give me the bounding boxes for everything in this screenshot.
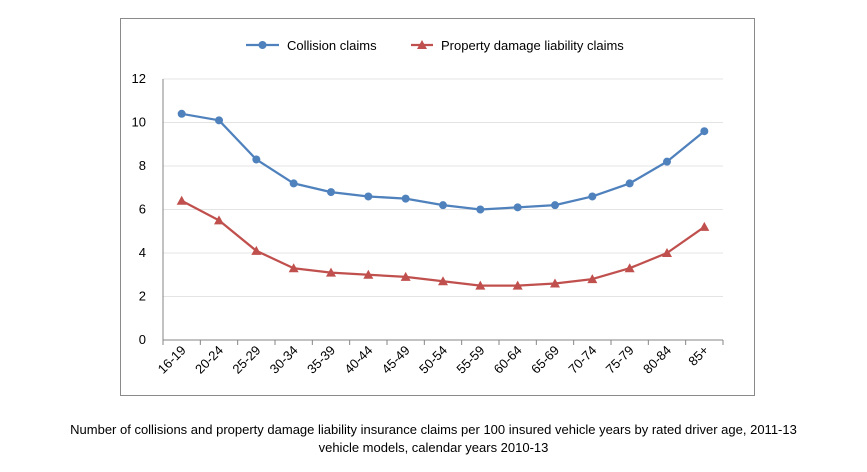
y-tick-label: 8: [139, 158, 146, 173]
legend-marker: [258, 41, 267, 49]
legend-entry: Collision claims: [246, 38, 377, 53]
data-point: [625, 179, 634, 188]
data-point: [176, 195, 187, 205]
x-tick-label: 70-74: [565, 343, 599, 377]
series-collision-claims: [177, 109, 709, 214]
data-point: [513, 203, 522, 212]
x-tick-label: 30-34: [267, 343, 301, 377]
data-point: [587, 274, 598, 284]
chart-caption: Number of collisions and property damage…: [0, 421, 867, 457]
x-tick-label: 40-44: [341, 343, 375, 377]
data-point: [512, 280, 523, 290]
series-property-damage-liability-claims: [176, 195, 710, 290]
x-tick-label: 25-29: [229, 343, 263, 377]
x-tick-label: 50-54: [416, 343, 450, 377]
data-point: [177, 109, 186, 118]
data-point: [214, 215, 224, 225]
data-point: [401, 194, 410, 203]
data-point: [475, 280, 486, 290]
legend-label: Property damage liability claims: [441, 38, 624, 53]
data-point: [439, 201, 447, 210]
y-tick-label: 0: [139, 332, 146, 347]
y-tick-label: 2: [139, 289, 146, 304]
x-tick-label: 16-19: [155, 343, 189, 377]
data-point: [327, 188, 335, 197]
x-tick-label: 20-24: [192, 343, 226, 377]
chart-frame: [120, 18, 755, 396]
x-tick-label: 55-59: [453, 343, 487, 377]
series-line: [181, 112, 706, 211]
data-point: [624, 263, 635, 273]
legend: Collision claims Property damage liabilit…: [246, 38, 624, 53]
data-point: [551, 201, 559, 210]
data-point: [288, 263, 299, 273]
data-point: [438, 276, 448, 286]
y-tick-label: 10: [132, 115, 146, 130]
data-point: [663, 157, 671, 166]
x-tick-label: 80-84: [640, 343, 674, 377]
data-point: [662, 248, 672, 257]
data-point: [326, 267, 336, 277]
x-tick-label: 35-39: [304, 343, 338, 377]
series-line: [181, 199, 705, 287]
data-point: [476, 205, 485, 214]
x-tick-label: 85+: [685, 343, 711, 369]
x-tick-label: 60-64: [491, 343, 525, 377]
data-point: [699, 221, 710, 231]
series-layer: [176, 109, 710, 290]
data-point: [400, 271, 411, 281]
x-tick-label: 45-49: [379, 343, 413, 377]
y-tick-label: 6: [139, 202, 146, 217]
caption-line-1: Number of collisions and property damage…: [70, 422, 797, 437]
legend-marker: [417, 40, 427, 49]
data-point: [289, 179, 298, 188]
data-point: [550, 278, 560, 288]
legend-entry: Property damage liability claims: [411, 38, 624, 53]
caption-line-2: vehicle models, calendar years 2010-13: [318, 440, 549, 455]
data-point: [252, 155, 261, 164]
data-point: [700, 127, 709, 136]
data-point: [251, 245, 262, 255]
y-tick-label: 12: [132, 71, 146, 86]
data-point: [363, 269, 374, 279]
data-point: [364, 192, 373, 201]
legend-label: Collision claims: [287, 38, 377, 53]
data-point: [588, 192, 597, 201]
y-tick-label: 4: [139, 245, 146, 260]
x-tick-label: 75-79: [603, 343, 637, 377]
x-tick-label: 65-69: [528, 343, 562, 377]
data-point: [215, 116, 223, 125]
